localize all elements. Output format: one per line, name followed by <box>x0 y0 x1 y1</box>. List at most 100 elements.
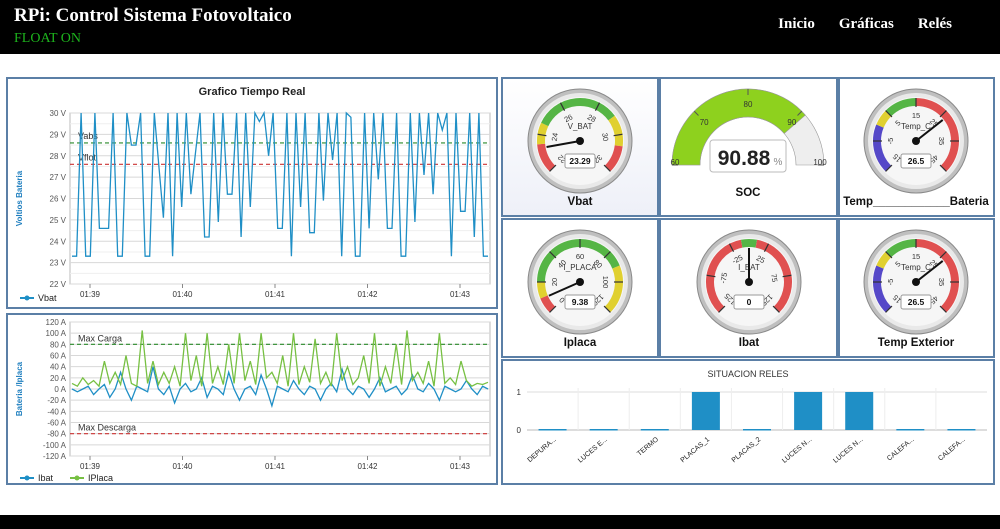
y-axis-label: Bateria /Iplaca <box>15 361 24 416</box>
gauge-band <box>885 239 917 258</box>
plotline-label: Vabs <box>78 131 98 141</box>
legend-label: IPlaca <box>88 473 113 483</box>
app-title: RPi: Control Sistema Fotovoltaico <box>14 5 292 26</box>
relay-bar <box>743 429 771 431</box>
gauge-tick <box>885 164 893 172</box>
gauge-value: 23.29 <box>569 156 591 166</box>
relay-chart-title: SITUACION RELES <box>707 369 789 379</box>
legend-label: Ibat <box>38 473 54 483</box>
y-tick-label: -60 A <box>47 419 66 428</box>
y-tick-label: 0 A <box>54 385 66 394</box>
y-tick-label: -100 A <box>43 441 67 450</box>
gauge-panel-temp-bat: -15 -5 5 15 25 35 45 Temp_C 26.5 Temp____________… <box>838 77 995 217</box>
x-tick-label: 01:42 <box>357 290 378 299</box>
category-label: LUCES N... <box>781 436 813 465</box>
gauge-tick-label: 35 <box>937 137 946 145</box>
legend-label: Vbat <box>38 293 57 303</box>
gauge-value: 26.5 <box>908 156 925 166</box>
gauge-band <box>537 281 548 299</box>
gauge-band <box>537 122 549 145</box>
gauge-tick-label: 0 <box>557 295 566 304</box>
gauge-value: 9.38 <box>572 297 589 307</box>
x-tick-label: 01:41 <box>265 290 286 299</box>
relay-bar <box>947 429 976 431</box>
gauge-tick <box>782 274 792 278</box>
current-chart-panel: -120 A -100 A -80 A -60 A -40 A -20 A 0 A 20 A 4… <box>6 313 498 485</box>
y-tick-label: 28 V <box>50 152 67 161</box>
y-tick-label: -20 A <box>47 396 66 405</box>
y-tick-label: -40 A <box>47 407 66 416</box>
gauge-tick-label: 5 <box>893 118 902 127</box>
soc-tick <box>693 110 699 116</box>
gauge-tick <box>885 305 893 313</box>
soc-tick-label: 80 <box>744 100 753 109</box>
gauge-band <box>604 265 623 313</box>
gauge-band <box>537 143 556 172</box>
soc-gauge: 60 70 80 90 100 90.88 % SOC <box>671 88 827 199</box>
gauge-tick-label: 75 <box>769 273 779 283</box>
soc-tick-label: 70 <box>700 118 709 127</box>
y-tick-label: 23 V <box>50 259 67 268</box>
temp-bateria-gauge: -15-5515253545Temp_C26.5Temp____________… <box>843 88 989 208</box>
y-tick-label: 20 A <box>50 374 67 383</box>
voltage-chart: 22 V 23 V 24 V 25 V 26 V 27 V 28 V 29 V 30 V 01:3… <box>15 109 491 303</box>
gauge-tick-label: 28 <box>586 112 598 124</box>
gauge-tick <box>549 305 557 313</box>
gauge-needle <box>546 140 581 148</box>
soc-tick-label: 90 <box>787 118 796 127</box>
soc-unit: % <box>774 157 783 168</box>
gauge-band <box>873 124 892 172</box>
gauge-inner-label: Temp_C <box>901 122 931 131</box>
gauge-value-box <box>900 153 932 169</box>
category-label: LUCES E... <box>577 436 609 464</box>
gauge-tick-label: -25 <box>731 253 745 266</box>
legend-marker <box>74 475 80 481</box>
gauge-hub <box>576 137 584 145</box>
y-axis-label: Voltios Bateria <box>15 170 24 226</box>
gauge-tick <box>613 133 623 137</box>
gauge-value-box <box>900 294 932 310</box>
gauge-tick <box>718 305 726 313</box>
nav-reles[interactable]: Relés <box>917 16 952 32</box>
gauge-tick-label: -5 <box>886 138 895 145</box>
current-chart: -120 A -100 A -80 A -60 A -40 A -20 A 0 A 20 A 4… <box>15 318 491 483</box>
gauge-tick <box>939 110 947 118</box>
nav-inicio[interactable]: Inicio <box>778 16 815 32</box>
gauge-tick-label: 15 <box>912 111 920 120</box>
gauge-tick <box>559 102 566 111</box>
gauge-tick-label: 30 <box>600 132 610 142</box>
gauge-tick-label: 100 <box>601 276 610 289</box>
legend-marker <box>24 475 30 481</box>
gauge-tick <box>594 102 601 111</box>
x-tick-label: 01:42 <box>357 462 378 471</box>
gauge-band <box>537 239 620 283</box>
gauge-label: SOC <box>736 187 761 199</box>
relay-chart: 1 0 DEPURA... LUCES E... TERMO PLACAS_1 PLACAS… <box>517 388 987 465</box>
y-tick-label: 120 A <box>46 318 67 327</box>
footer-bar <box>0 515 1000 529</box>
soc-value-box <box>709 139 787 173</box>
gauge-inner-label: V_BAT <box>568 122 593 131</box>
series-line <box>71 366 489 409</box>
category-label: LUCES N... <box>832 436 864 465</box>
gauge-label: Temp Exterior <box>878 337 955 349</box>
gauge-band <box>541 98 615 127</box>
nav-graficas[interactable]: Gráficas <box>838 16 894 32</box>
gauge-tick-label: 15 <box>912 252 920 261</box>
soc-tick-label: 60 <box>671 158 680 167</box>
y-tick-label: -120 A <box>43 452 67 461</box>
gauge-tick-label: -5 <box>886 279 895 286</box>
series-line <box>71 330 489 388</box>
gauge-panel-vbat: 22 24 26 28 30 32 V_BAT 23.29 Vbat <box>501 77 659 217</box>
gauge-inner-label: I_PLACA <box>564 263 598 272</box>
gauge-tick <box>603 164 611 172</box>
gauge-band <box>604 145 623 172</box>
gauge-tick-label: 35 <box>937 278 946 286</box>
soc-tick-label: 100 <box>813 158 827 167</box>
gauge-label: Ibat <box>739 337 760 349</box>
ibat-gauge: -125-75-252575125I_BAT0Ibat <box>696 229 802 349</box>
category-label: DEPURA... <box>527 436 558 464</box>
y-tick-label: 26 V <box>50 195 67 204</box>
